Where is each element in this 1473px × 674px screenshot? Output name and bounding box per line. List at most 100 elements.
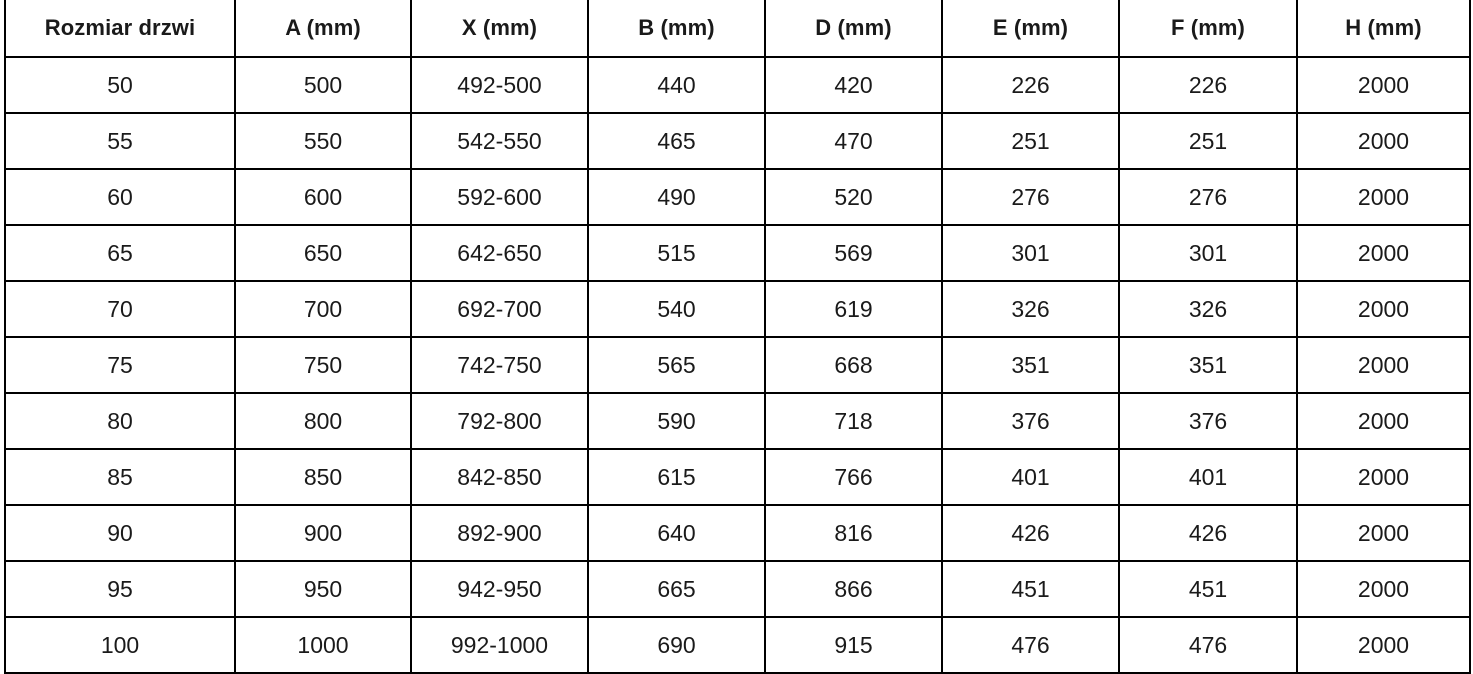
cell-d: 668 [765,337,943,394]
table-row: 75 750 742-750 565 668 351 351 2000 [5,337,1470,394]
cell-a: 850 [235,449,412,506]
cell-d: 569 [765,225,943,282]
cell-rozmiar-drzwi: 85 [5,449,236,506]
cell-b: 515 [588,225,766,282]
cell-rozmiar-drzwi: 55 [5,113,236,170]
cell-h: 2000 [1297,617,1470,673]
column-header-e: E (mm) [942,0,1120,58]
cell-x: 992-1000 [411,617,589,673]
dimension-table-container: Rozmiar drzwi A (mm) X (mm) B (mm) D (mm… [4,0,1471,674]
cell-a: 600 [235,169,412,226]
cell-x: 642-650 [411,225,589,282]
column-header-rozmiar-drzwi: Rozmiar drzwi [5,0,236,58]
cell-x: 692-700 [411,281,589,338]
column-header-d: D (mm) [765,0,943,58]
cell-rozmiar-drzwi: 100 [5,617,236,673]
cell-x: 842-850 [411,449,589,506]
cell-x: 542-550 [411,113,589,170]
cell-b: 440 [588,57,766,114]
cell-x: 792-800 [411,393,589,450]
column-header-x: X (mm) [411,0,589,58]
table-row: 95 950 942-950 665 866 451 451 2000 [5,561,1470,618]
cell-f: 301 [1119,225,1298,282]
table-row: 90 900 892-900 640 816 426 426 2000 [5,505,1470,562]
cell-b: 665 [588,561,766,618]
cell-h: 2000 [1297,393,1470,450]
cell-b: 465 [588,113,766,170]
cell-h: 2000 [1297,57,1470,114]
cell-d: 816 [765,505,943,562]
cell-b: 565 [588,337,766,394]
cell-h: 2000 [1297,225,1470,282]
table-row: 60 600 592-600 490 520 276 276 2000 [5,169,1470,226]
cell-a: 1000 [235,617,412,673]
door-dimension-table: Rozmiar drzwi A (mm) X (mm) B (mm) D (mm… [4,0,1471,674]
column-header-b: B (mm) [588,0,766,58]
cell-rozmiar-drzwi: 65 [5,225,236,282]
table-row: 85 850 842-850 615 766 401 401 2000 [5,449,1470,506]
table-header-row: Rozmiar drzwi A (mm) X (mm) B (mm) D (mm… [5,0,1470,58]
cell-h: 2000 [1297,505,1470,562]
column-header-f: F (mm) [1119,0,1298,58]
table-row: 100 1000 992-1000 690 915 476 476 2000 [5,617,1470,673]
cell-a: 700 [235,281,412,338]
cell-e: 401 [942,449,1120,506]
cell-d: 520 [765,169,943,226]
cell-h: 2000 [1297,113,1470,170]
cell-a: 650 [235,225,412,282]
cell-rozmiar-drzwi: 90 [5,505,236,562]
cell-e: 251 [942,113,1120,170]
cell-b: 590 [588,393,766,450]
cell-rozmiar-drzwi: 75 [5,337,236,394]
table-row: 55 550 542-550 465 470 251 251 2000 [5,113,1470,170]
cell-f: 251 [1119,113,1298,170]
cell-h: 2000 [1297,449,1470,506]
column-header-a: A (mm) [235,0,412,58]
cell-e: 301 [942,225,1120,282]
table-body: 50 500 492-500 440 420 226 226 2000 55 5… [5,57,1470,673]
cell-e: 376 [942,393,1120,450]
cell-rozmiar-drzwi: 80 [5,393,236,450]
cell-rozmiar-drzwi: 70 [5,281,236,338]
cell-d: 866 [765,561,943,618]
cell-a: 750 [235,337,412,394]
cell-f: 476 [1119,617,1298,673]
cell-e: 351 [942,337,1120,394]
cell-x: 592-600 [411,169,589,226]
cell-e: 476 [942,617,1120,673]
table-row: 70 700 692-700 540 619 326 326 2000 [5,281,1470,338]
cell-f: 326 [1119,281,1298,338]
cell-a: 550 [235,113,412,170]
cell-e: 226 [942,57,1120,114]
cell-d: 619 [765,281,943,338]
cell-a: 950 [235,561,412,618]
table-row: 65 650 642-650 515 569 301 301 2000 [5,225,1470,282]
cell-f: 351 [1119,337,1298,394]
cell-a: 500 [235,57,412,114]
cell-f: 376 [1119,393,1298,450]
cell-h: 2000 [1297,281,1470,338]
cell-f: 401 [1119,449,1298,506]
cell-rozmiar-drzwi: 60 [5,169,236,226]
cell-b: 540 [588,281,766,338]
cell-e: 451 [942,561,1120,618]
cell-h: 2000 [1297,337,1470,394]
cell-rozmiar-drzwi: 50 [5,57,236,114]
cell-x: 892-900 [411,505,589,562]
cell-h: 2000 [1297,561,1470,618]
cell-x: 742-750 [411,337,589,394]
cell-a: 800 [235,393,412,450]
cell-b: 615 [588,449,766,506]
cell-b: 640 [588,505,766,562]
table-row: 50 500 492-500 440 420 226 226 2000 [5,57,1470,114]
table-row: 80 800 792-800 590 718 376 376 2000 [5,393,1470,450]
cell-b: 690 [588,617,766,673]
table-header: Rozmiar drzwi A (mm) X (mm) B (mm) D (mm… [5,0,1470,58]
column-header-h: H (mm) [1297,0,1470,58]
cell-e: 326 [942,281,1120,338]
cell-d: 766 [765,449,943,506]
cell-rozmiar-drzwi: 95 [5,561,236,618]
cell-d: 915 [765,617,943,673]
cell-x: 942-950 [411,561,589,618]
cell-f: 426 [1119,505,1298,562]
